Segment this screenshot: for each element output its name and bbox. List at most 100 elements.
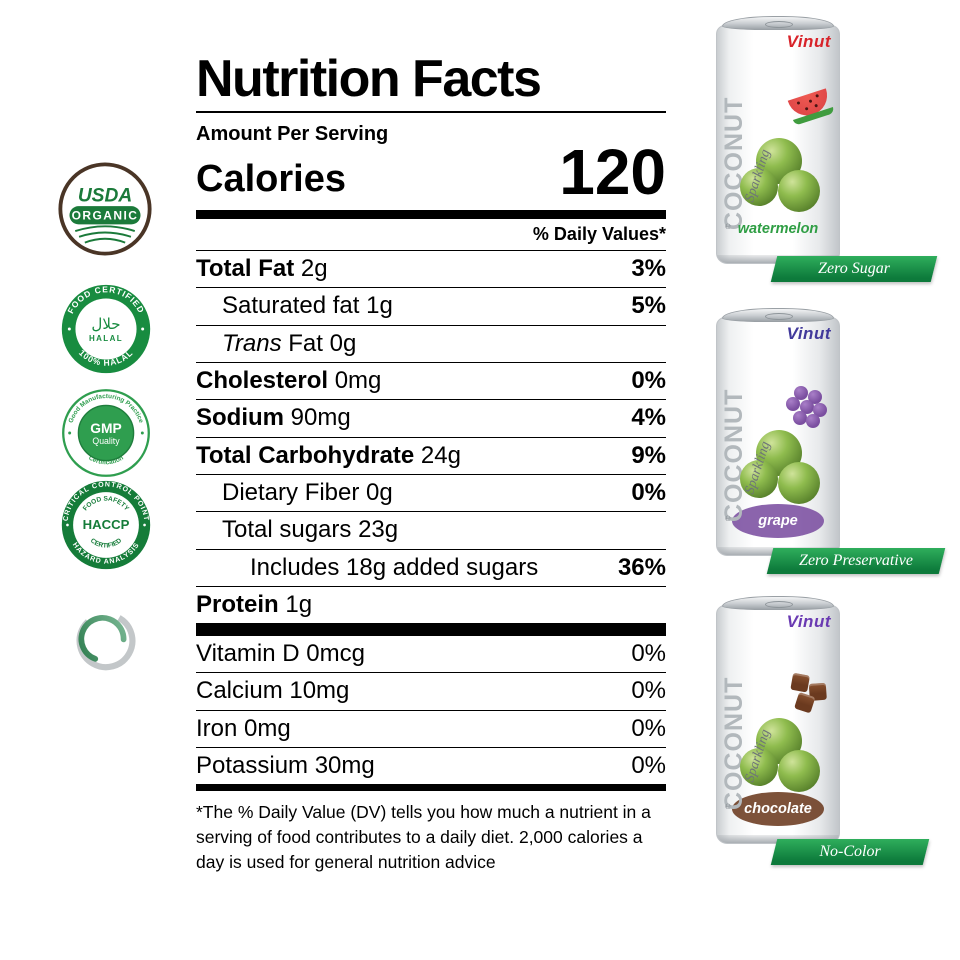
gmp-quality-badge: Good Manufacturing Practice Certificatio… xyxy=(60,387,152,479)
daily-value: 5% xyxy=(631,292,666,320)
nutrient-name: Sodium 90mg xyxy=(196,404,351,432)
daily-value: 0% xyxy=(631,677,666,705)
estimated-sign: ℮ xyxy=(725,221,732,232)
vinut-logo: Vinut xyxy=(786,324,831,343)
organic-text: ORGANIC xyxy=(72,209,139,223)
haccp-center-text: HACCP xyxy=(83,517,130,532)
swirl-icon xyxy=(76,611,136,671)
daily-value: 0% xyxy=(631,714,666,742)
chocolate-icon xyxy=(790,672,830,714)
nutrition-row: Total sugars 23g xyxy=(196,511,666,548)
nutrition-vitamin-rows: Vitamin D 0mcg 0% Calcium 10mg 0% Iron 0mg 0%… xyxy=(196,635,666,784)
nutrition-row: Sodium 90mg 4% xyxy=(196,399,666,436)
nutrient-name: Vitamin D 0mcg xyxy=(196,640,365,668)
flavor-label-background xyxy=(732,792,824,826)
nutrient-name: Calcium 10mg xyxy=(196,677,350,705)
daily-value: 4% xyxy=(631,404,666,432)
halal-arabic-text: حلال xyxy=(91,315,120,333)
calories-row: Calories 120 xyxy=(196,136,666,209)
daily-value: 0% xyxy=(631,478,666,506)
flavor-name: grape xyxy=(758,513,798,529)
daily-value xyxy=(656,330,666,358)
vinut-logo: Vinut xyxy=(786,612,831,631)
divider-thick xyxy=(196,784,666,792)
gmp-sub-text: Quality xyxy=(92,436,120,446)
grapes-icon xyxy=(786,386,830,432)
nutrition-row: Protein 1g xyxy=(196,585,666,623)
estimated-sign: ℮ xyxy=(725,801,732,812)
nutrition-row: Dietary Fiber 0g 0% xyxy=(196,473,666,511)
ribbon-label: Zero Sugar xyxy=(818,260,890,277)
daily-value: 3% xyxy=(631,255,666,283)
nutrition-main-rows: Total Fat 2g 3% Saturated fat 1g 5% Trans Fa… xyxy=(196,250,666,623)
nutrition-row: Potassium 30mg 0% xyxy=(196,747,666,784)
divider-thin xyxy=(196,111,666,114)
can-lid xyxy=(722,308,834,322)
divider-thick xyxy=(196,623,666,636)
coconuts-icon xyxy=(740,430,826,510)
daily-value: 0% xyxy=(631,752,666,780)
nutrition-row: Trans Fat 0g xyxy=(196,324,666,362)
can-lid xyxy=(722,596,834,610)
halal-center-text: HALAL xyxy=(89,334,123,343)
nutrient-name: Saturated fat 1g xyxy=(222,292,393,320)
halal-seal: FOOD CERTIFIED 100% HALAL حلال HALAL xyxy=(61,284,151,374)
flavor-label-background xyxy=(732,504,824,538)
nutrition-facts-title: Nutrition Facts xyxy=(196,50,542,108)
nutrient-name: Total sugars 23g xyxy=(222,516,399,544)
estimated-sign: ℮ xyxy=(725,513,732,524)
natural-swirl-logo xyxy=(62,595,150,683)
daily-values-header: % Daily Values* xyxy=(532,224,666,245)
nutrient-name: Iron 0mg xyxy=(196,714,291,742)
ribbon-label: No-Color xyxy=(819,843,881,860)
flavor-name: chocolate xyxy=(744,801,812,817)
halal-certified-badge: FOOD CERTIFIED 100% HALAL حلال HALAL xyxy=(59,282,153,376)
ribbon-zero-sugar: Zero Sugar xyxy=(770,256,938,282)
ribbon-zero-preservative: Zero Preservative xyxy=(766,548,946,574)
gmp-center-text: GMP xyxy=(90,421,121,436)
coconuts-icon xyxy=(740,138,826,218)
nutrient-name: Total Carbohydrate 24g xyxy=(196,441,461,469)
usda-organic-seal: USDA ORGANIC xyxy=(58,162,152,256)
nutrition-row: Cholesterol 0mg 0% xyxy=(196,361,666,399)
nutrition-row: Includes 18g added sugars 36% xyxy=(196,548,666,586)
nutrition-row: Saturated fat 1g 5% xyxy=(196,287,666,324)
nutrition-row: Calcium 10mg 0% xyxy=(196,672,666,709)
can-chocolate: COCONUT Sparkling Vinut chocolate ℮ xyxy=(716,596,840,844)
nutrient-name: Protein 1g xyxy=(196,590,313,618)
nutrient-name: Dietary Fiber 0g xyxy=(222,478,393,506)
daily-value: 36% xyxy=(617,553,666,581)
amount-per-serving-label: Amount Per Serving xyxy=(196,123,389,146)
usda-text: USDA xyxy=(78,185,132,206)
usda-organic-badge: USDA ORGANIC xyxy=(57,161,153,257)
nutrition-row: Vitamin D 0mcg 0% xyxy=(196,635,666,672)
can-watermelon: COCONUT Sparkling Vinut watermelon ℮ xyxy=(716,16,840,264)
calories-value: 120 xyxy=(559,136,666,209)
nutrient-name: Cholesterol 0mg xyxy=(196,366,382,394)
watermelon-slice-icon xyxy=(787,88,833,121)
daily-value: 0% xyxy=(631,640,666,668)
ribbon-no-color: No-Color xyxy=(770,839,930,865)
ribbon-label: Zero Preservative xyxy=(799,552,913,569)
daily-value xyxy=(656,591,666,619)
haccp-seal: CRITICAL CONTROL POINT HAZARD ANALYSIS F… xyxy=(61,480,151,570)
nutrition-facts-label: Nutrition Facts Amount Per Serving Calor… xyxy=(196,50,666,875)
gmp-seal: Good Manufacturing Practice Certificatio… xyxy=(62,389,150,477)
daily-value: 9% xyxy=(631,441,666,469)
haccp-certified-badge: CRITICAL CONTROL POINT HAZARD ANALYSIS F… xyxy=(59,478,153,572)
can-grape: COCONUT Sparkling Vinut grape ℮ xyxy=(716,308,840,556)
daily-value xyxy=(656,516,666,544)
vinut-logo: Vinut xyxy=(786,32,831,51)
nutrition-row: Total Carbohydrate 24g 9% xyxy=(196,436,666,474)
daily-value: 0% xyxy=(631,366,666,394)
divider-thick xyxy=(196,210,666,220)
nutrient-name: Includes 18g added sugars xyxy=(250,553,539,581)
daily-value-footnote: *The % Daily Value (DV) tells you how mu… xyxy=(196,802,651,873)
coconuts-icon xyxy=(740,718,826,798)
nutrient-name: Total Fat 2g xyxy=(196,255,328,283)
nutrition-row: Iron 0mg 0% xyxy=(196,709,666,747)
nutrition-row: Total Fat 2g 3% xyxy=(196,250,666,287)
flavor-name: watermelon xyxy=(737,221,819,237)
nutrient-name: Trans Fat 0g xyxy=(222,329,357,357)
